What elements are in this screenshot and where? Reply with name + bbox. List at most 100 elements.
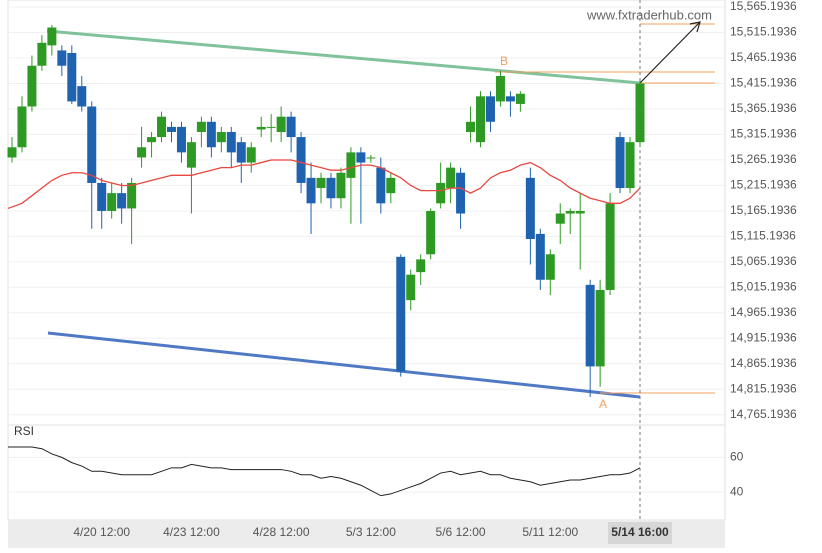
y-tick-label: 15,465.1936 xyxy=(730,50,797,64)
candle-body xyxy=(446,167,456,189)
candle-body xyxy=(226,131,236,153)
y-tick-label: 15,165.1936 xyxy=(730,203,797,217)
candle-body xyxy=(206,121,216,148)
candle-body xyxy=(386,177,396,194)
candle-body xyxy=(625,142,635,189)
candle-body xyxy=(436,182,446,204)
candle-body xyxy=(545,254,555,280)
candle-body xyxy=(77,86,87,107)
rsi-title: RSI xyxy=(14,424,34,438)
moving-average xyxy=(7,159,641,210)
candle-body xyxy=(346,152,356,178)
candle-body xyxy=(426,210,436,255)
candle-body xyxy=(107,193,117,211)
point-label: A xyxy=(599,397,607,411)
y-tick-label: 15,215.1936 xyxy=(730,178,797,192)
y-tick-label: 60 xyxy=(730,450,744,464)
candle-body xyxy=(57,50,67,66)
candle-body xyxy=(166,126,176,132)
candle-body xyxy=(176,126,186,153)
projection-arrow xyxy=(639,21,701,84)
y-tick-label: 14,915.1936 xyxy=(730,330,797,344)
candle-body xyxy=(27,65,37,107)
candle-body xyxy=(87,106,97,183)
y-tick-label: 15,015.1936 xyxy=(730,279,797,293)
y-tick-label: 14,865.1936 xyxy=(730,356,797,370)
candle-body xyxy=(97,182,107,211)
x-highlight xyxy=(608,522,672,544)
y-tick-label: 15,365.1936 xyxy=(730,101,797,115)
candle-body xyxy=(555,213,565,224)
candle-body xyxy=(256,126,266,130)
x-axis-band xyxy=(8,520,725,548)
y-tick-label: 15,315.1936 xyxy=(730,127,797,141)
candle-body xyxy=(216,131,226,143)
y-tick-label: 15,515.1936 xyxy=(730,25,797,39)
candle-body xyxy=(306,177,316,204)
candle-body xyxy=(476,96,486,143)
candle-body xyxy=(356,152,366,163)
y-tick-label: 14,965.1936 xyxy=(730,305,797,319)
candle-body xyxy=(525,177,535,239)
candle-body xyxy=(336,172,346,199)
candle-body xyxy=(117,193,127,209)
watermark: www.fxtraderhub.com xyxy=(586,7,712,22)
candle-body xyxy=(37,42,47,66)
candle-body xyxy=(505,96,515,102)
y-tick-label: 15,415.1936 xyxy=(730,76,797,90)
y-tick-label: 15,565.1936 xyxy=(730,0,797,13)
candle-body xyxy=(186,142,196,168)
candle-body xyxy=(466,121,476,132)
x-tick-label: 4/20 12:00 xyxy=(73,525,130,539)
y-tick-label: 15,265.1936 xyxy=(730,152,797,166)
candle-body xyxy=(236,142,246,163)
candle-body xyxy=(246,147,256,163)
y-tick-label: 15,115.1936 xyxy=(730,229,796,243)
candle-body xyxy=(515,93,525,104)
candle-body xyxy=(485,96,495,122)
candle-body xyxy=(406,274,416,301)
candle-body xyxy=(396,256,406,372)
support-line xyxy=(47,331,641,399)
x-tick-label: 5/14 16:00 xyxy=(611,525,669,539)
candle-body xyxy=(605,203,615,290)
candle-body xyxy=(416,259,426,273)
x-tick-label: 5/3 12:00 xyxy=(346,525,396,539)
candle-body xyxy=(456,172,466,214)
x-tick-label: 4/23 12:00 xyxy=(163,525,220,539)
candle-body xyxy=(615,137,625,189)
candle-body xyxy=(127,182,137,209)
rsi-line xyxy=(8,446,641,497)
candle-body xyxy=(196,121,206,132)
x-tick-label: 5/11 12:00 xyxy=(522,525,578,539)
candle-body xyxy=(157,116,167,138)
y-tick-label: 14,765.1936 xyxy=(730,407,797,421)
candle-body xyxy=(535,233,545,280)
candle-body xyxy=(147,137,157,143)
candle-body xyxy=(67,52,77,102)
y-tick-label: 40 xyxy=(730,484,744,498)
point-label: B xyxy=(500,54,508,68)
candle-body xyxy=(316,177,326,189)
candle-body xyxy=(7,147,17,158)
candle-body xyxy=(366,157,376,159)
candle-body xyxy=(595,289,605,367)
candle-body xyxy=(575,210,585,214)
x-tick-label: 5/6 12:00 xyxy=(436,525,486,539)
candle-body xyxy=(635,83,645,143)
candle-body xyxy=(326,177,336,199)
y-tick-label: 15,065.1936 xyxy=(730,254,797,268)
candle-body xyxy=(266,126,276,128)
resistance-line xyxy=(46,29,641,85)
candle-body xyxy=(137,147,147,158)
candle-body xyxy=(296,137,306,183)
candle-body xyxy=(585,284,595,367)
x-tick-label: 4/28 12:00 xyxy=(253,525,310,539)
candle-body xyxy=(495,75,505,102)
candle-body xyxy=(47,27,57,46)
plot-frame xyxy=(7,0,726,521)
candle-body xyxy=(286,116,296,138)
y-tick-label: 14,815.1936 xyxy=(730,381,797,395)
candle-body xyxy=(17,106,27,148)
